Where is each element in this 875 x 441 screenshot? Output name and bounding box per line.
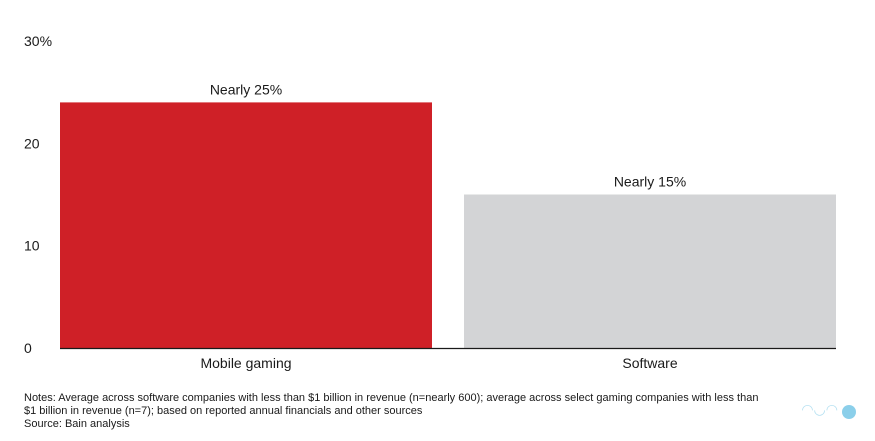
watermark-logo: ◠◡◠ [768,402,858,424]
x-axis-category-labels: Mobile gaming Software [200,355,677,371]
watermark-mark: ◠◡◠ [801,402,838,418]
chart-notes: Notes: Average across software companies… [24,392,824,431]
y-tick-label: 10 [24,238,40,254]
y-axis-ticks: 0 10 20 30% [24,33,52,356]
y-tick-label: 30% [24,33,52,49]
notes-line-1: Notes: Average across software companies… [24,392,759,404]
bar-software [464,194,836,348]
data-label: Nearly 25% [210,81,282,97]
bars [60,102,836,349]
data-label: Nearly 15% [614,174,686,190]
logo-badge-icon [842,405,856,419]
notes-line-2: $1 billion in revenue (n=7); based on re… [24,405,423,417]
y-tick-label: 20 [24,135,40,151]
y-tick-label: 0 [24,340,32,356]
x-category-label: Mobile gaming [200,355,291,371]
bar-mobile-gaming [60,102,432,349]
source-line: Source: Bain analysis [24,418,130,430]
x-category-label: Software [622,355,677,371]
data-labels: Nearly 25% Nearly 15% [210,81,686,189]
